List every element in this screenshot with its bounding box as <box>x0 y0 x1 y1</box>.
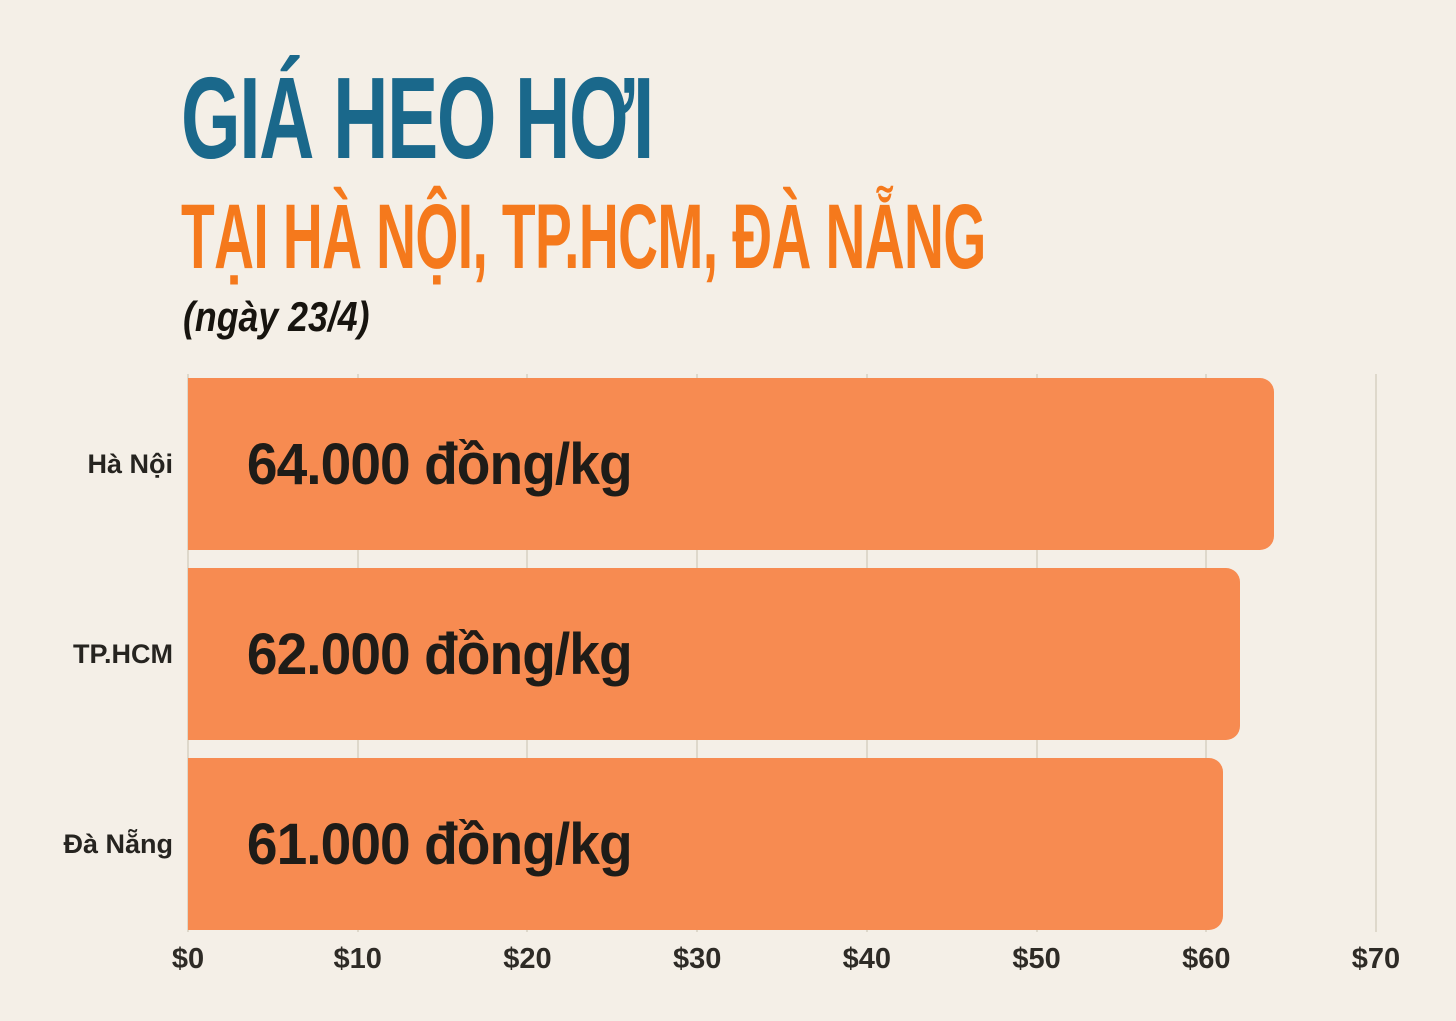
x-tick-label: $60 <box>1182 943 1231 975</box>
x-tick-label: $0 <box>171 943 205 975</box>
gridline <box>1375 374 1377 932</box>
category-label: Đà Nẵng <box>63 829 173 859</box>
x-tick-label: $40 <box>842 943 892 975</box>
category-label: Hà Nội <box>87 449 173 479</box>
x-tick-label: $20 <box>503 943 552 975</box>
x-tick-label: $70 <box>1351 943 1401 975</box>
bar-2: 61.000 đồng/kg <box>188 758 1224 930</box>
x-tick-label: $30 <box>672 943 722 975</box>
x-tick-label: $50 <box>1012 943 1061 975</box>
date-note: (ngày 23/4) <box>183 293 370 340</box>
page-title: GIÁ HEO HƠI <box>181 53 654 183</box>
bar-value-label: 62.000 đồng/kg <box>246 621 633 687</box>
bar-value-label: 64.000 đồng/kg <box>246 431 633 497</box>
x-tick-label: $10 <box>333 943 382 975</box>
category-label: TP.HCM <box>72 639 173 669</box>
bar-1: 62.000 đồng/kg <box>188 568 1241 740</box>
bar-0: 64.000 đồng/kg <box>188 378 1275 550</box>
page-subtitle: TẠI HÀ NỘI, TP.HCM, ĐÀ NẴNG <box>181 186 986 288</box>
bar-value-label: 61.000 đồng/kg <box>246 811 633 877</box>
